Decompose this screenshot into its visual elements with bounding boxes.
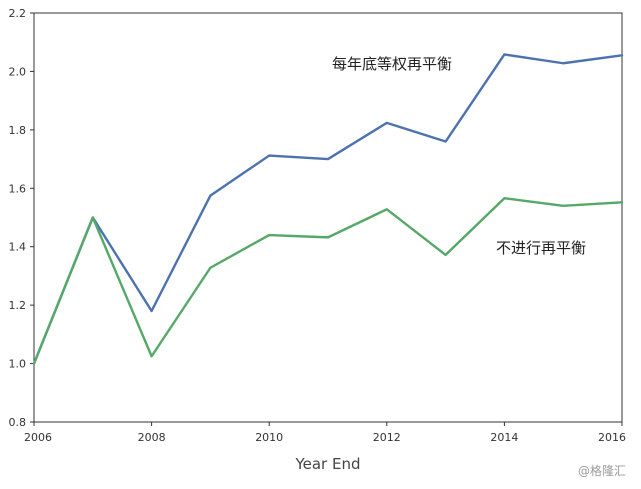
x-tick-label: 2012 bbox=[373, 431, 401, 444]
plot-area bbox=[33, 12, 623, 423]
y-tick-label: 2.0 bbox=[9, 65, 27, 78]
series-1-point bbox=[503, 197, 505, 199]
y-tick-label: 2.2 bbox=[9, 7, 27, 20]
x-tick-label: 2008 bbox=[138, 431, 166, 444]
series-0-point bbox=[327, 158, 329, 160]
series-0-point bbox=[562, 62, 564, 64]
y-tick-label: 0.8 bbox=[9, 416, 27, 429]
x-axis: 2006 2008 2010 2012 2014 2016 bbox=[24, 422, 626, 444]
y-tick-label: 1.0 bbox=[9, 358, 27, 371]
y-tick-label: 1.6 bbox=[9, 182, 27, 195]
x-tick-label: 2010 bbox=[255, 431, 283, 444]
y-axis: 0.8 1.0 1.2 1.4 1.6 1.8 2.0 2.2 bbox=[9, 7, 34, 429]
series-1-point bbox=[327, 236, 329, 238]
series-0-point bbox=[209, 195, 211, 197]
x-tick-label: 2006 bbox=[24, 431, 52, 444]
series-group bbox=[32, 53, 624, 365]
series-0-point bbox=[151, 310, 153, 312]
series-1-point bbox=[151, 355, 153, 357]
series-0-point bbox=[445, 141, 447, 143]
series-0-point bbox=[268, 155, 270, 157]
series-label-no-rebalance: 不进行再平衡 bbox=[496, 239, 586, 257]
series-0-point bbox=[503, 53, 505, 55]
series-1-point bbox=[92, 217, 94, 218]
y-tick-label: 1.4 bbox=[9, 241, 27, 254]
series-1-point bbox=[445, 254, 447, 256]
series-1-point bbox=[621, 201, 623, 203]
x-tick-label: 2014 bbox=[490, 431, 518, 444]
x-tick-label: 2016 bbox=[598, 431, 626, 444]
series-1-point bbox=[209, 267, 211, 269]
series-1-point bbox=[33, 363, 35, 365]
series-1-point bbox=[386, 208, 388, 210]
series-label-rebalanced: 每年底等权再平衡 bbox=[332, 55, 452, 73]
y-tick-label: 1.2 bbox=[9, 299, 27, 312]
series-1-point bbox=[562, 205, 564, 207]
series-0-point bbox=[386, 122, 388, 124]
y-tick-label: 1.8 bbox=[9, 124, 27, 137]
watermark: @格隆汇 bbox=[578, 464, 627, 478]
x-axis-title: Year End bbox=[294, 455, 360, 473]
series-0-point bbox=[621, 54, 623, 56]
series-1-point bbox=[268, 234, 270, 236]
